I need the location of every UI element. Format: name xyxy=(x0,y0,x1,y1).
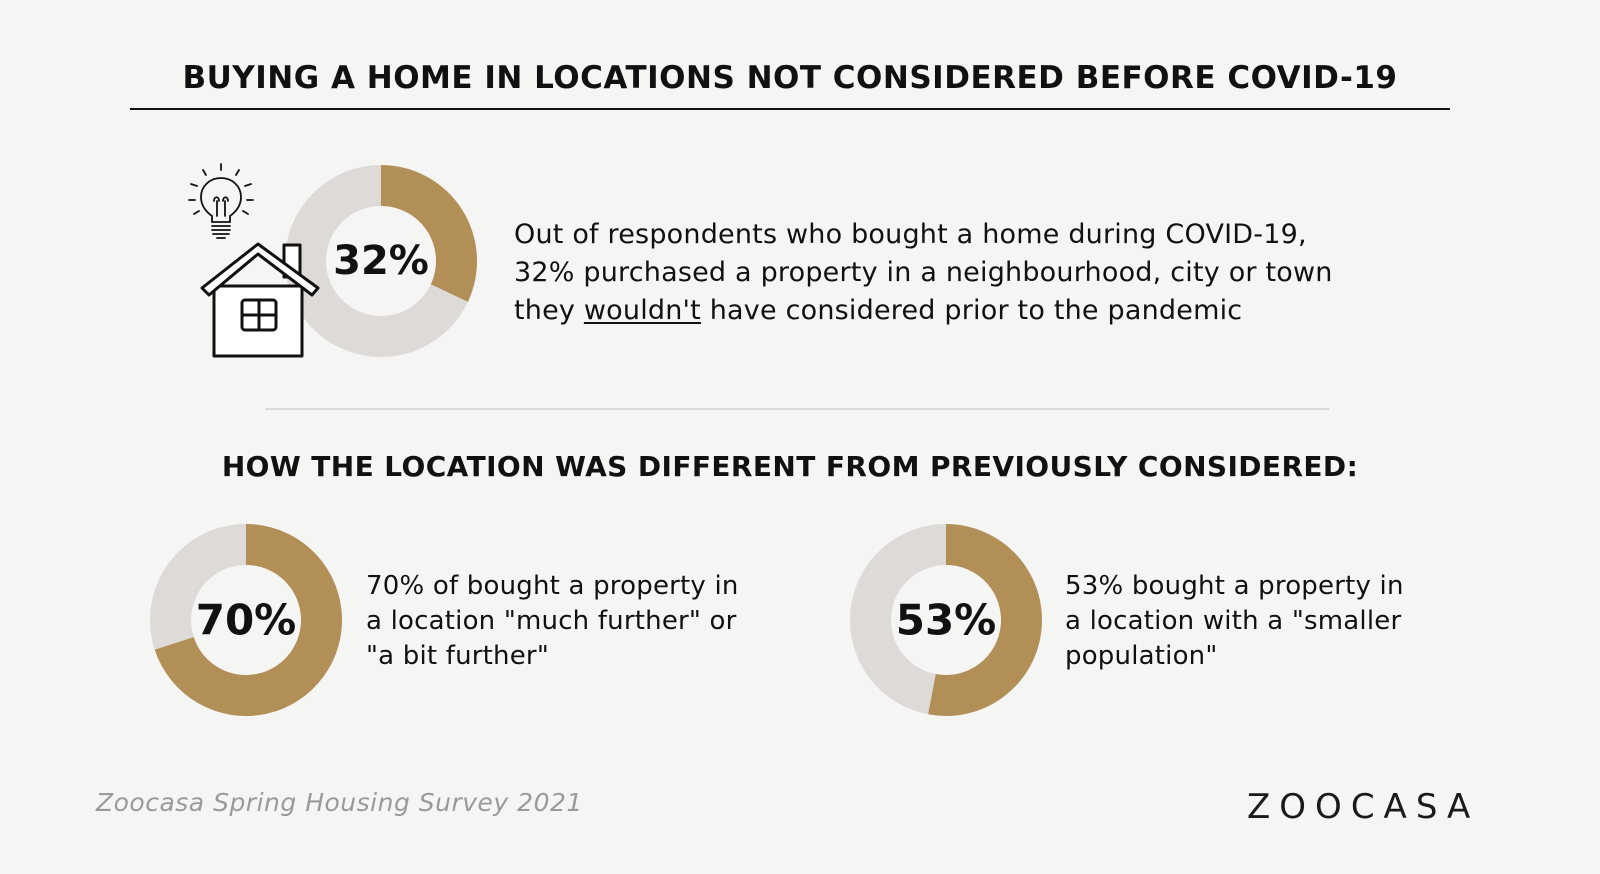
donut-slice-value xyxy=(154,524,342,716)
section-divider xyxy=(265,408,1329,410)
donut-slice-remainder xyxy=(285,165,468,357)
zoocasa-logo: ZOOCASA xyxy=(1247,787,1480,827)
title-underline xyxy=(130,108,1450,110)
further-stat-line-1: 70% of bought a property in xyxy=(366,571,739,601)
source-credit: Zoocasa Spring Housing Survey 2021 xyxy=(96,788,583,817)
further-stat-description: 70% of bought a property in a location "… xyxy=(366,569,739,674)
population-stat-line-1: 53% bought a property in xyxy=(1065,571,1404,601)
main-stat-description: Out of respondents who bought a home dur… xyxy=(514,216,1333,330)
population-stat-line-2: a location with a "smaller xyxy=(1065,606,1402,636)
donut-chart-32: 32% xyxy=(283,163,479,359)
population-stat-line-3: population" xyxy=(1065,641,1218,671)
further-stat-line-2: a location "much further" or xyxy=(366,606,737,636)
section-subheading: HOW THE LOCATION WAS DIFFERENT FROM PREV… xyxy=(221,450,1359,483)
donut-percent-label: 53% xyxy=(896,596,997,645)
main-stat-line-2: 32% purchased a property in a neighbourh… xyxy=(514,257,1333,288)
main-stat-line-3-start: they xyxy=(514,295,584,326)
population-stat-description: 53% bought a property in a location with… xyxy=(1065,569,1404,674)
main-stat-line-3: they wouldn't have considered prior to t… xyxy=(514,292,1333,330)
donut-slice-remainder xyxy=(849,524,946,715)
lightbulb-icon xyxy=(185,160,257,246)
main-stat-line-1: Out of respondents who bought a home dur… xyxy=(514,219,1307,250)
donut-chart-70: 70% xyxy=(148,522,344,718)
house-icon xyxy=(200,240,325,364)
donut-slice-value xyxy=(381,165,477,302)
infographic-title: BUYING A HOME IN LOCATIONS NOT CONSIDERE… xyxy=(182,60,1398,96)
donut-chart-53: 53% xyxy=(848,522,1044,718)
further-stat-line-3: "a bit further" xyxy=(366,641,549,671)
donut-slice-remainder xyxy=(150,524,246,650)
emphasis-wouldnt: wouldn't xyxy=(583,295,701,326)
donut-percent-label: 32% xyxy=(333,238,429,284)
main-stat-line-3-end: have considered prior to the pandemic xyxy=(700,295,1243,326)
donut-slice-value xyxy=(928,524,1042,716)
donut-percent-label: 70% xyxy=(196,596,297,645)
